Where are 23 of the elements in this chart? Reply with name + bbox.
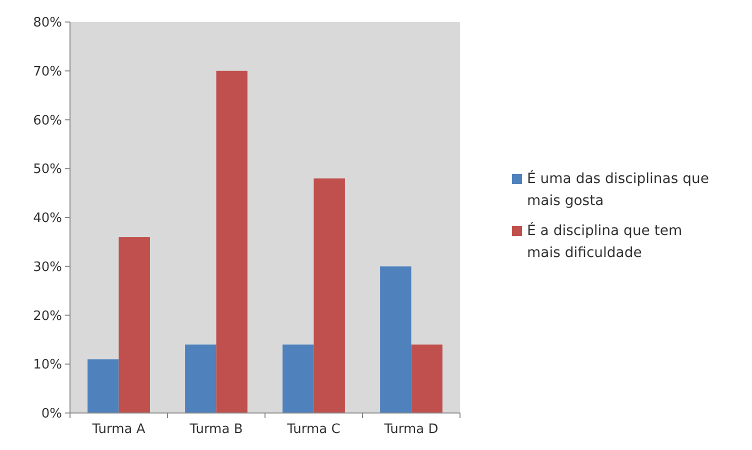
y-tick-label: 0% — [41, 406, 62, 422]
bar — [380, 266, 412, 413]
y-tick-label: 80% — [33, 16, 62, 31]
bar — [118, 237, 150, 413]
y-tick-label: 70% — [33, 64, 62, 80]
bar — [216, 70, 248, 413]
legend-label: É uma das disciplinas que mais gosta — [527, 170, 709, 209]
bar — [411, 344, 442, 413]
bar — [282, 344, 314, 413]
y-tick-label: 10% — [33, 358, 62, 373]
x-tick-label: Turma B — [188, 422, 243, 437]
x-tick-label: Turma D — [383, 422, 438, 437]
y-tick-label: 60% — [33, 113, 62, 128]
bar — [314, 178, 345, 413]
x-tick-label: Turma A — [91, 422, 146, 437]
bar — [185, 344, 216, 413]
bar — [88, 359, 119, 413]
legend-label: É a disciplina que tem mais dificuldade — [527, 222, 682, 261]
y-tick-label: 50% — [33, 162, 62, 178]
y-tick-label: 30% — [33, 260, 62, 275]
y-tick-label: 20% — [33, 308, 62, 324]
x-tick-label: Turma C — [286, 422, 340, 437]
y-tick-label: 40% — [33, 211, 62, 226]
